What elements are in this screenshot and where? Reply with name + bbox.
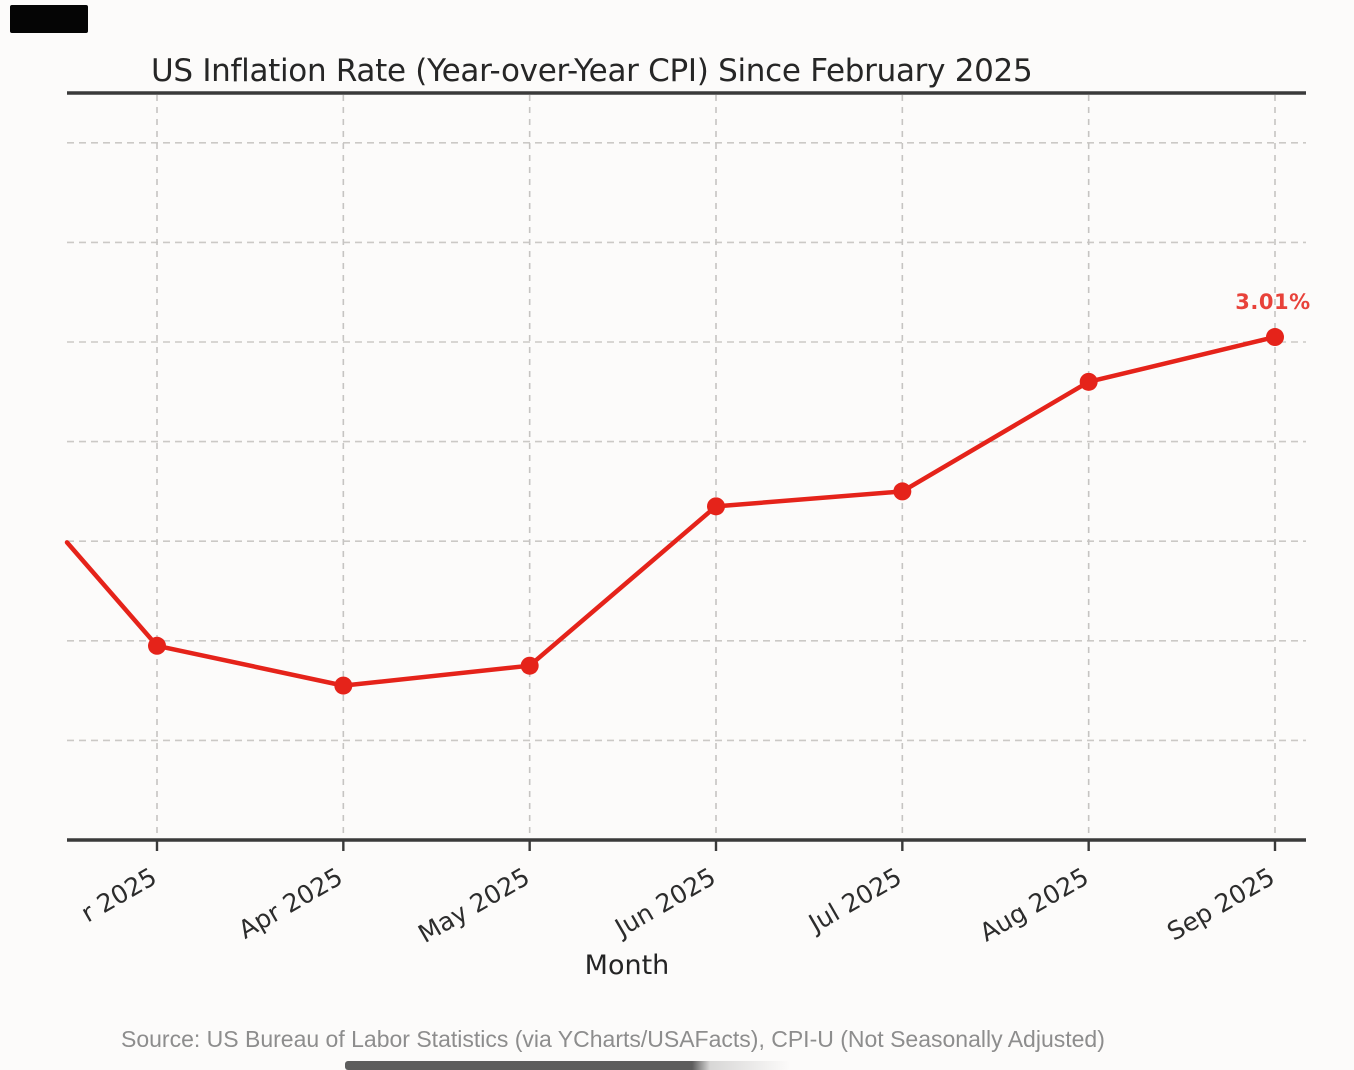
data-point-sep-2025 [1265,328,1284,347]
data-point-jul-2025 [893,482,912,501]
data-point-mar-2025 [148,636,166,655]
x-axis-title: Month [584,950,670,981]
inflation-line [64,334,1278,688]
last-value-label: 3.01% [1235,290,1311,315]
axes-group [67,91,1306,851]
gridlines-group [67,95,1306,838]
bottom-bar-artifact [345,1061,790,1070]
data-point-jun-2025 [706,497,725,516]
data-point-apr-2025 [334,676,353,695]
corner-overlay-box [10,5,88,33]
chart-title: US Inflation Rate (Year-over-Year CPI) S… [151,53,1033,89]
series-group [64,328,1284,695]
data-point-aug-2025 [1079,372,1098,391]
source-note: Source: US Bureau of Labor Statistics (v… [121,1026,1105,1052]
data-point-may-2025 [520,656,539,675]
